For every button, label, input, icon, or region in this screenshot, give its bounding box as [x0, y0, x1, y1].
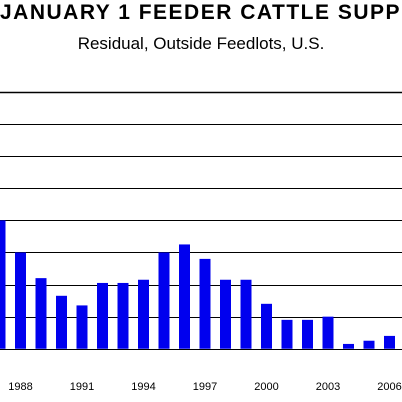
bar-1990	[56, 295, 67, 349]
x-tick-labels: 1988 1991 1994 1997 2000 2003 2006	[8, 381, 401, 393]
x-tick-label-2000: 2000	[254, 381, 278, 393]
chart-title: JANUARY 1 FEEDER CATTLE SUPPLY	[0, 1, 402, 24]
bar-1994	[138, 279, 149, 349]
bar-1987	[0, 220, 6, 349]
x-tick-label-1991: 1991	[70, 381, 94, 393]
bars	[0, 220, 395, 349]
x-tick-label-1988: 1988	[8, 381, 32, 393]
bar-2004	[343, 343, 354, 349]
bar-1995	[158, 252, 170, 349]
bar-1993	[117, 282, 129, 349]
chart-subtitle: Residual, Outside Feedlots, U.S.	[77, 34, 325, 53]
bar-1992	[97, 282, 108, 349]
x-tick-label-1994: 1994	[131, 381, 155, 393]
bar-2006	[384, 335, 395, 349]
bar-1996	[179, 244, 190, 349]
bar-2002	[302, 319, 313, 349]
bar-1991	[76, 305, 88, 349]
bar-2005	[363, 340, 375, 349]
x-tick-label-2003: 2003	[316, 381, 340, 393]
bar-2000	[261, 303, 272, 349]
bar-1998	[220, 279, 231, 349]
x-tick-label-2006: 2006	[377, 381, 401, 393]
x-tick-label-1997: 1997	[193, 381, 217, 393]
bar-1989	[35, 278, 47, 349]
bar-1988	[15, 252, 26, 349]
bar-2001	[281, 319, 293, 349]
bar-2003	[322, 316, 334, 349]
bar-1999	[240, 279, 252, 349]
bar-1997	[199, 258, 211, 349]
